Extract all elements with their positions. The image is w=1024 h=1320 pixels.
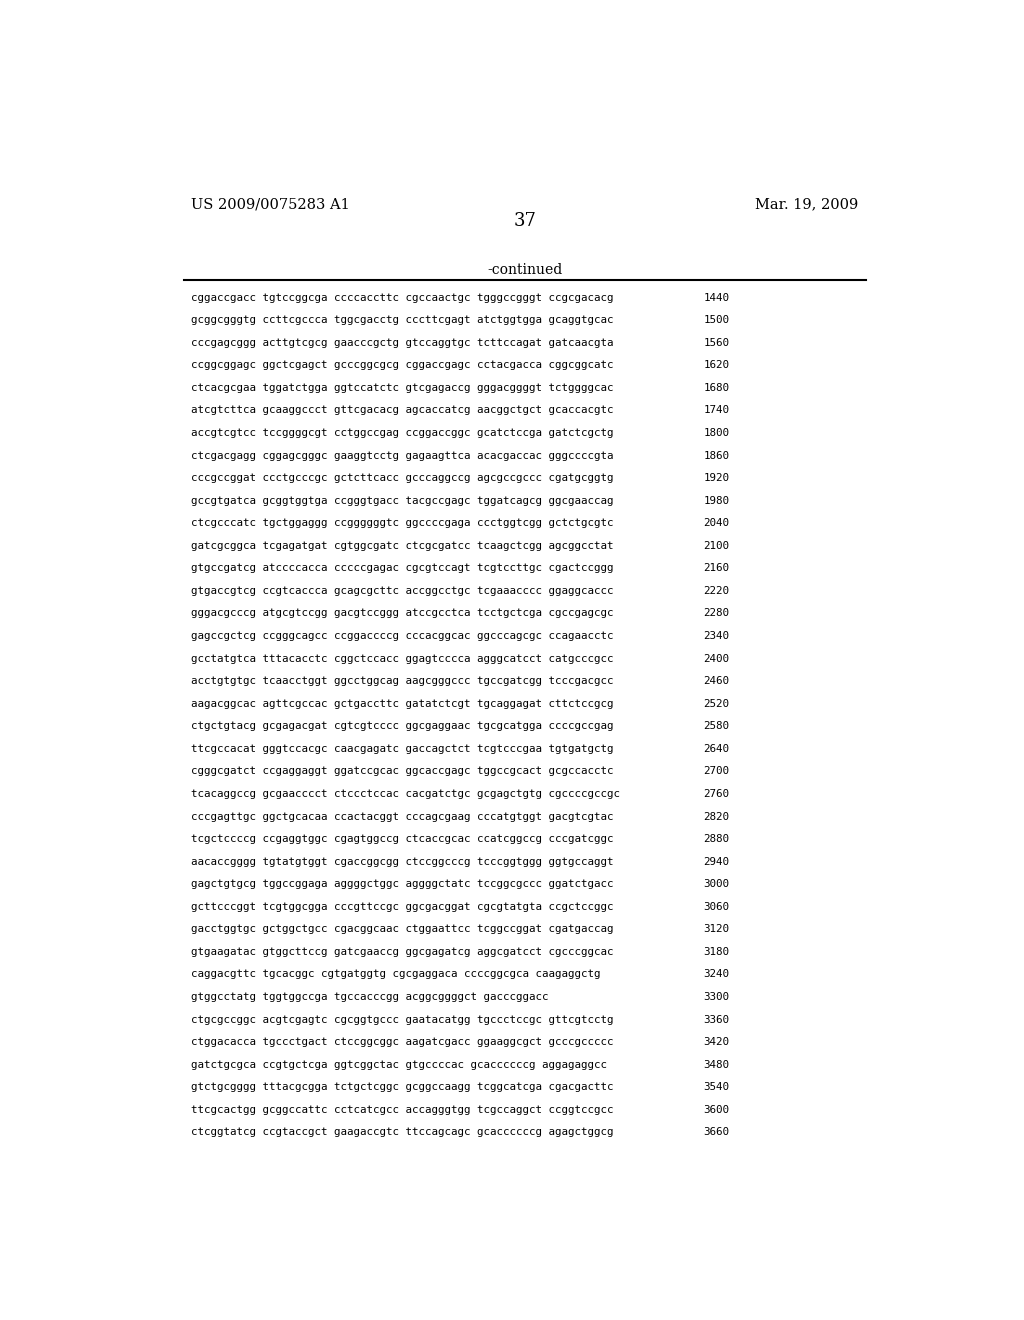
Text: 3540: 3540: [703, 1082, 729, 1093]
Text: 1560: 1560: [703, 338, 729, 347]
Text: ttcgccacat gggtccacgc caacgagatc gaccagctct tcgtcccgaa tgtgatgctg: ttcgccacat gggtccacgc caacgagatc gaccagc…: [191, 744, 614, 754]
Text: atcgtcttca gcaaggccct gttcgacacg agcaccatcg aacggctgct gcaccacgtc: atcgtcttca gcaaggccct gttcgacacg agcacca…: [191, 405, 614, 416]
Text: gatctgcgca ccgtgctcga ggtcggctac gtgccccac gcaccccccg aggagaggcc: gatctgcgca ccgtgctcga ggtcggctac gtgcccc…: [191, 1060, 607, 1069]
Text: gcttcccggt tcgtggcgga cccgttccgc ggcgacggat cgcgtatgta ccgctccggc: gcttcccggt tcgtggcgga cccgttccgc ggcgacg…: [191, 902, 614, 912]
Text: 2880: 2880: [703, 834, 729, 843]
Text: 2280: 2280: [703, 609, 729, 619]
Text: 2820: 2820: [703, 812, 729, 821]
Text: gtgaagatac gtggcttccg gatcgaaccg ggcgagatcg aggcgatcct cgcccggcac: gtgaagatac gtggcttccg gatcgaaccg ggcgaga…: [191, 946, 614, 957]
Text: cccgagttgc ggctgcacaa ccactacggt cccagcgaag cccatgtggt gacgtcgtac: cccgagttgc ggctgcacaa ccactacggt cccagcg…: [191, 812, 614, 821]
Text: 2520: 2520: [703, 698, 729, 709]
Text: caggacgttc tgcacggc cgtgatggtg cgcgaggaca ccccggcgca caagaggctg: caggacgttc tgcacggc cgtgatggtg cgcgaggac…: [191, 969, 601, 979]
Text: gacctggtgc gctggctgcc cgacggcaac ctggaattcc tcggccggat cgatgaccag: gacctggtgc gctggctgcc cgacggcaac ctggaat…: [191, 924, 614, 935]
Text: 37: 37: [513, 213, 537, 230]
Text: -continued: -continued: [487, 263, 562, 277]
Text: 3120: 3120: [703, 924, 729, 935]
Text: gtgccgatcg atccccacca cccccgagac cgcgtccagt tcgtccttgc cgactccggg: gtgccgatcg atccccacca cccccgagac cgcgtcc…: [191, 564, 614, 573]
Text: aagacggcac agttcgccac gctgaccttc gatatctcgt tgcaggagat cttctccgcg: aagacggcac agttcgccac gctgaccttc gatatct…: [191, 698, 614, 709]
Text: ctcggtatcg ccgtaccgct gaagaccgtc ttccagcagc gcaccccccg agagctggcg: ctcggtatcg ccgtaccgct gaagaccgtc ttccagc…: [191, 1127, 614, 1138]
Text: 3420: 3420: [703, 1038, 729, 1047]
Text: 3000: 3000: [703, 879, 729, 890]
Text: 2460: 2460: [703, 676, 729, 686]
Text: ctcgacgagg cggagcgggc gaaggtcctg gagaagttca acacgaccac gggccccgta: ctcgacgagg cggagcgggc gaaggtcctg gagaagt…: [191, 450, 614, 461]
Text: ctgcgccggc acgtcgagtc cgcggtgccc gaatacatgg tgccctccgc gttcgtcctg: ctgcgccggc acgtcgagtc cgcggtgccc gaataca…: [191, 1015, 614, 1024]
Text: gggacgcccg atgcgtccgg gacgtccggg atccgcctca tcctgctcga cgccgagcgc: gggacgcccg atgcgtccgg gacgtccggg atccgcc…: [191, 609, 614, 619]
Text: 2580: 2580: [703, 721, 729, 731]
Text: gcggcgggtg ccttcgccca tggcgacctg cccttcgagt atctggtgga gcaggtgcac: gcggcgggtg ccttcgccca tggcgacctg cccttcg…: [191, 315, 614, 325]
Text: ctcgcccatc tgctggaggg ccggggggtc ggccccgaga ccctggtcgg gctctgcgtc: ctcgcccatc tgctggaggg ccggggggtc ggccccg…: [191, 519, 614, 528]
Text: 2760: 2760: [703, 789, 729, 799]
Text: cgggcgatct ccgaggaggt ggatccgcac ggcaccgagc tggccgcact gcgccacctc: cgggcgatct ccgaggaggt ggatccgcac ggcaccg…: [191, 767, 614, 776]
Text: 3660: 3660: [703, 1127, 729, 1138]
Text: Mar. 19, 2009: Mar. 19, 2009: [755, 197, 858, 211]
Text: tcgctccccg ccgaggtggc cgagtggccg ctcaccgcac ccatcggccg cccgatcggc: tcgctccccg ccgaggtggc cgagtggccg ctcaccg…: [191, 834, 614, 843]
Text: 2400: 2400: [703, 653, 729, 664]
Text: accgtcgtcc tccggggcgt cctggccgag ccggaccggc gcatctccga gatctcgctg: accgtcgtcc tccggggcgt cctggccgag ccggacc…: [191, 428, 614, 438]
Text: US 2009/0075283 A1: US 2009/0075283 A1: [191, 197, 350, 211]
Text: ctgctgtacg gcgagacgat cgtcgtcccc ggcgaggaac tgcgcatgga ccccgccgag: ctgctgtacg gcgagacgat cgtcgtcccc ggcgagg…: [191, 721, 614, 731]
Text: 2040: 2040: [703, 519, 729, 528]
Text: 1680: 1680: [703, 383, 729, 393]
Text: ctcacgcgaa tggatctgga ggtccatctc gtcgagaccg gggacggggt tctggggcac: ctcacgcgaa tggatctgga ggtccatctc gtcgaga…: [191, 383, 614, 393]
Text: 3480: 3480: [703, 1060, 729, 1069]
Text: 3300: 3300: [703, 993, 729, 1002]
Text: 1740: 1740: [703, 405, 729, 416]
Text: gagctgtgcg tggccggaga aggggctggc aggggctatc tccggcgccc ggatctgacc: gagctgtgcg tggccggaga aggggctggc aggggct…: [191, 879, 614, 890]
Text: 2100: 2100: [703, 541, 729, 550]
Text: 2640: 2640: [703, 744, 729, 754]
Text: 3060: 3060: [703, 902, 729, 912]
Text: 3240: 3240: [703, 969, 729, 979]
Text: 1800: 1800: [703, 428, 729, 438]
Text: 2340: 2340: [703, 631, 729, 642]
Text: 1620: 1620: [703, 360, 729, 370]
Text: ctggacacca tgccctgact ctccggcggc aagatcgacc ggaaggcgct gcccgccccc: ctggacacca tgccctgact ctccggcggc aagatcg…: [191, 1038, 614, 1047]
Text: 1500: 1500: [703, 315, 729, 325]
Text: gtggcctatg tggtggccga tgccacccgg acggcggggct gacccggacc: gtggcctatg tggtggccga tgccacccgg acggcgg…: [191, 993, 549, 1002]
Text: 1860: 1860: [703, 450, 729, 461]
Text: ttcgcactgg gcggccattc cctcatcgcc accagggtgg tcgccaggct ccggtccgcc: ttcgcactgg gcggccattc cctcatcgcc accaggg…: [191, 1105, 614, 1115]
Text: gagccgctcg ccgggcagcc ccggaccccg cccacggcac ggcccagcgc ccagaacctc: gagccgctcg ccgggcagcc ccggaccccg cccacgg…: [191, 631, 614, 642]
Text: 2700: 2700: [703, 767, 729, 776]
Text: 3600: 3600: [703, 1105, 729, 1115]
Text: gatcgcggca tcgagatgat cgtggcgatc ctcgcgatcc tcaagctcgg agcggcctat: gatcgcggca tcgagatgat cgtggcgatc ctcgcga…: [191, 541, 614, 550]
Text: gtctgcgggg tttacgcgga tctgctcggc gcggccaagg tcggcatcga cgacgacttc: gtctgcgggg tttacgcgga tctgctcggc gcggcca…: [191, 1082, 614, 1093]
Text: 3360: 3360: [703, 1015, 729, 1024]
Text: 1920: 1920: [703, 473, 729, 483]
Text: cccgagcggg acttgtcgcg gaacccgctg gtccaggtgc tcttccagat gatcaacgta: cccgagcggg acttgtcgcg gaacccgctg gtccagg…: [191, 338, 614, 347]
Text: 1440: 1440: [703, 293, 729, 302]
Text: gccgtgatca gcggtggtga ccgggtgacc tacgccgagc tggatcagcg ggcgaaccag: gccgtgatca gcggtggtga ccgggtgacc tacgccg…: [191, 495, 614, 506]
Text: cggaccgacc tgtccggcga ccccaccttc cgccaactgc tgggccgggt ccgcgacacg: cggaccgacc tgtccggcga ccccaccttc cgccaac…: [191, 293, 614, 302]
Text: 1980: 1980: [703, 495, 729, 506]
Text: gtgaccgtcg ccgtcaccca gcagcgcttc accggcctgc tcgaaacccc ggaggcaccc: gtgaccgtcg ccgtcaccca gcagcgcttc accggcc…: [191, 586, 614, 595]
Text: acctgtgtgc tcaacctggt ggcctggcag aagcgggccc tgccgatcgg tcccgacgcc: acctgtgtgc tcaacctggt ggcctggcag aagcggg…: [191, 676, 614, 686]
Text: cccgccggat ccctgcccgc gctcttcacc gcccaggccg agcgccgccc cgatgcggtg: cccgccggat ccctgcccgc gctcttcacc gcccagg…: [191, 473, 614, 483]
Text: tcacaggccg gcgaacccct ctccctccac cacgatctgc gcgagctgtg cgccccgccgc: tcacaggccg gcgaacccct ctccctccac cacgatc…: [191, 789, 621, 799]
Text: aacaccgggg tgtatgtggt cgaccggcgg ctccggcccg tcccggtggg ggtgccaggt: aacaccgggg tgtatgtggt cgaccggcgg ctccggc…: [191, 857, 614, 867]
Text: 3180: 3180: [703, 946, 729, 957]
Text: 2220: 2220: [703, 586, 729, 595]
Text: ccggcggagc ggctcgagct gcccggcgcg cggaccgagc cctacgacca cggcggcatc: ccggcggagc ggctcgagct gcccggcgcg cggaccg…: [191, 360, 614, 370]
Text: gcctatgtca tttacacctc cggctccacc ggagtcccca agggcatcct catgcccgcc: gcctatgtca tttacacctc cggctccacc ggagtcc…: [191, 653, 614, 664]
Text: 2940: 2940: [703, 857, 729, 867]
Text: 2160: 2160: [703, 564, 729, 573]
